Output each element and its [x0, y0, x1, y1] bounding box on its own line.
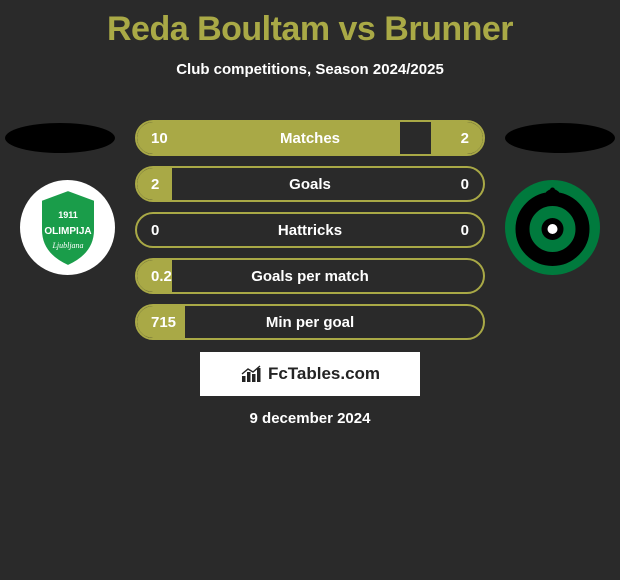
stats-container: 10 Matches 2 2 Goals 0 0 Hattricks 0 0.2…	[135, 120, 485, 350]
date-text: 9 december 2024	[0, 410, 620, 427]
brand-text: FcTables.com	[268, 364, 380, 384]
stat-value-right: 0	[461, 222, 469, 239]
stat-label: Goals per match	[137, 268, 483, 285]
brand-box: FcTables.com	[200, 352, 420, 396]
stat-value-right: 0	[461, 176, 469, 193]
stat-row-matches: 10 Matches 2	[135, 120, 485, 156]
team-right-logo	[505, 180, 600, 275]
player-right-shadow	[505, 123, 615, 153]
stat-label: Matches	[137, 130, 483, 147]
stat-label: Min per goal	[137, 314, 483, 331]
stat-label: Hattricks	[137, 222, 483, 239]
stat-row-goals: 2 Goals 0	[135, 166, 485, 202]
subtitle: Club competitions, Season 2024/2025	[0, 61, 620, 78]
chart-icon	[240, 364, 264, 384]
cercle-crest-icon	[505, 180, 600, 275]
svg-text:Ljubljana: Ljubljana	[51, 241, 83, 250]
player-left-shadow	[5, 123, 115, 153]
svg-text:1911: 1911	[58, 210, 78, 220]
stat-row-goals-per-match: 0.2 Goals per match	[135, 258, 485, 294]
page-title: Reda Boultam vs Brunner	[0, 0, 620, 49]
olimpija-crest-icon: 1911 OLIMPIJA Ljubljana	[33, 188, 103, 268]
team-left-logo: 1911 OLIMPIJA Ljubljana	[20, 180, 115, 275]
stat-label: Goals	[137, 176, 483, 193]
stat-row-hattricks: 0 Hattricks 0	[135, 212, 485, 248]
stat-row-min-per-goal: 715 Min per goal	[135, 304, 485, 340]
stat-value-right: 2	[461, 130, 469, 147]
svg-text:OLIMPIJA: OLIMPIJA	[44, 226, 91, 237]
